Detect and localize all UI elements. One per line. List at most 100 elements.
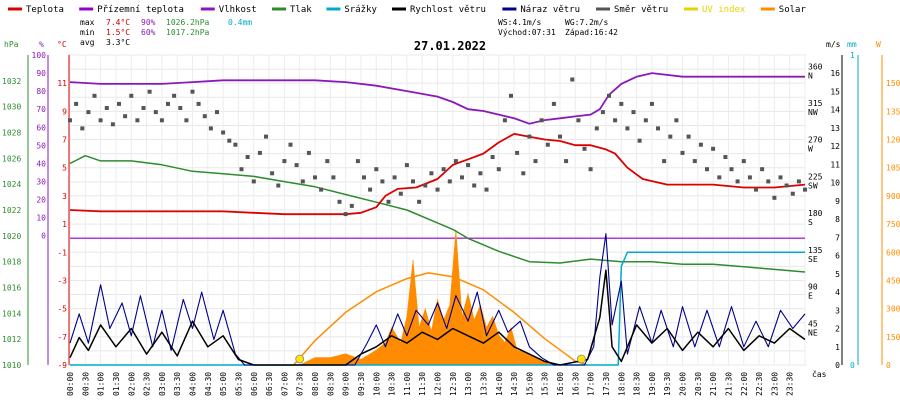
wind-direction-point — [74, 101, 79, 106]
stats-pressure: 1017.2hPa — [166, 28, 210, 37]
legend-label: UV index — [702, 5, 746, 15]
tick-time: 16:00 — [556, 372, 565, 396]
tick-time: 06:30 — [265, 372, 274, 396]
tick-time: 20:30 — [694, 372, 703, 396]
wind-gust-info: WG:7.2m/s — [565, 18, 609, 27]
legend-label: Náraz větru — [520, 5, 580, 15]
uv-point — [295, 354, 305, 364]
wind-direction-point — [129, 93, 134, 98]
tick-mm: 0 — [850, 361, 855, 370]
wind-direction-point — [166, 101, 170, 106]
wind-direction-point — [178, 106, 183, 110]
tick-dir-compass: E — [808, 292, 813, 301]
wind-direction-point — [576, 118, 581, 123]
axis-unit-w: W — [876, 40, 881, 49]
wind-direction-point — [631, 110, 636, 115]
tick-time: 09:30 — [357, 372, 366, 396]
tick-time: 17:30 — [602, 372, 611, 396]
tick-time: 23:30 — [786, 372, 795, 396]
wind-direction-point — [460, 175, 464, 180]
wind-direction-point — [668, 134, 673, 139]
wind-direction-point — [784, 183, 789, 188]
tick-dir-deg: 180 — [808, 209, 823, 218]
tick-dir-deg: 225 — [808, 172, 823, 181]
wind-direction-point — [472, 183, 477, 188]
tick-degc: 7 — [62, 136, 67, 145]
wind-direction-point — [294, 163, 299, 168]
tick-time: 11:00 — [403, 372, 412, 396]
tick-ms: 12 — [830, 142, 840, 151]
tick-mm: 1 — [850, 51, 855, 60]
wind-direction-point — [117, 101, 121, 106]
wind-direction-point — [159, 118, 164, 123]
humidity-line — [69, 72, 805, 125]
tick-time: 18:30 — [633, 372, 642, 396]
wind-direction-point — [496, 167, 501, 172]
tick-degc: 9 — [62, 107, 67, 116]
axis-unit-time: čas — [812, 369, 827, 379]
wind-direction-point — [343, 212, 348, 217]
chart-title: 27.01.2022 — [414, 39, 486, 53]
tick-time: 12:00 — [434, 372, 443, 396]
tick-time: 05:00 — [219, 372, 228, 396]
tick-pct: 50 — [36, 141, 46, 150]
wind-direction-point — [741, 159, 746, 164]
tick-w: 300 — [886, 305, 900, 314]
wind-direction-point — [766, 179, 771, 184]
wind-direction-point — [521, 171, 526, 176]
wind-direction-point — [790, 191, 795, 196]
tick-time: 11:30 — [418, 372, 427, 396]
stats-pressure: 1026.2hPa — [166, 18, 210, 27]
wind-direction-point — [411, 179, 415, 184]
tick-time: 01:00 — [97, 372, 106, 396]
stats-temp: 7.4°C — [106, 18, 130, 27]
wind-direction-point — [490, 155, 495, 159]
tick-pct: 30 — [36, 178, 46, 187]
tick-time: 18:00 — [617, 372, 626, 396]
tick-time: 19:30 — [663, 372, 672, 396]
tick-ms: 0 — [835, 361, 840, 370]
wind-speed-line — [69, 269, 806, 366]
wind-direction-point — [233, 142, 238, 147]
wind-direction-point — [208, 126, 213, 131]
tick-time: 13:30 — [479, 372, 488, 396]
tick-time: 08:30 — [326, 372, 335, 396]
tick-dir-compass: W — [808, 145, 813, 154]
wind-direction-point — [539, 118, 544, 123]
wind-direction-point — [362, 175, 366, 180]
tick-degc: -1 — [57, 248, 67, 257]
tick-time: 07:00 — [280, 372, 289, 396]
tick-hpa: 1012 — [2, 335, 21, 344]
tick-dir-compass: N — [808, 71, 813, 80]
wind-direction-point — [245, 155, 250, 159]
wind-direction-point — [717, 175, 722, 180]
stats-label: max — [80, 18, 95, 27]
wind-direction-point — [398, 191, 403, 196]
wind-direction-point — [429, 171, 434, 176]
tick-time: 14:30 — [510, 372, 519, 396]
wind-direction-point — [772, 195, 777, 200]
wind-direction-point — [680, 150, 685, 155]
tick-ms: 6 — [835, 252, 840, 261]
wind-direction-point — [607, 93, 611, 98]
tick-hpa: 1030 — [2, 103, 21, 112]
wind-direction-point — [674, 118, 679, 123]
tick-time: 19:00 — [648, 372, 657, 396]
tick-time: 13:00 — [464, 372, 473, 396]
wind-direction-point — [545, 142, 550, 147]
tick-ms: 15 — [830, 87, 840, 96]
tick-time: 02:30 — [143, 372, 152, 396]
wind-direction-point — [300, 179, 305, 184]
legend-label: Srážky — [344, 5, 377, 15]
wind-direction-point — [196, 101, 201, 106]
wind-direction-point — [190, 89, 195, 94]
axis-unit-ms: m/s — [826, 40, 841, 49]
wind-direction-point — [527, 134, 532, 139]
tick-dir-compass: SW — [808, 181, 818, 190]
legend-label: Tlak — [290, 5, 312, 15]
wind-direction-point — [135, 118, 140, 123]
tick-ms: 9 — [835, 197, 840, 206]
tick-time: 06:00 — [250, 372, 259, 396]
tick-ms: 7 — [835, 233, 840, 242]
